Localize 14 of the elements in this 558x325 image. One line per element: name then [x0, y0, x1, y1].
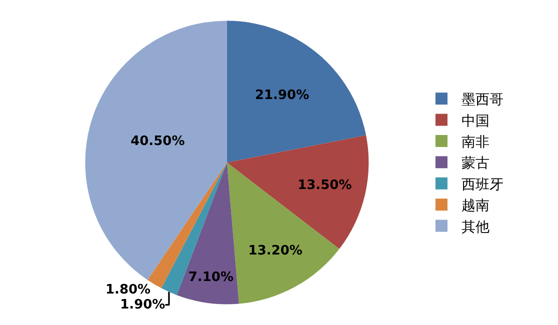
data-label: 1.80%	[105, 282, 151, 298]
data-label: 13.20%	[248, 244, 302, 259]
legend-label: 其他	[461, 219, 490, 236]
legend-label: 南非	[461, 134, 490, 150]
data-label: 1.90%	[120, 297, 166, 312]
legend-label: 越南	[461, 198, 490, 214]
data-label: 40.50%	[130, 134, 185, 149]
legend-label: 西班牙	[461, 176, 504, 193]
legend-label: 墨西哥	[461, 92, 504, 108]
data-label: 7.10%	[188, 270, 234, 285]
legend-label: 蒙古	[461, 156, 490, 172]
data-label: 13.50%	[298, 178, 352, 193]
data-label: 21.90%	[254, 88, 310, 104]
legend-label: 中国	[461, 113, 490, 130]
